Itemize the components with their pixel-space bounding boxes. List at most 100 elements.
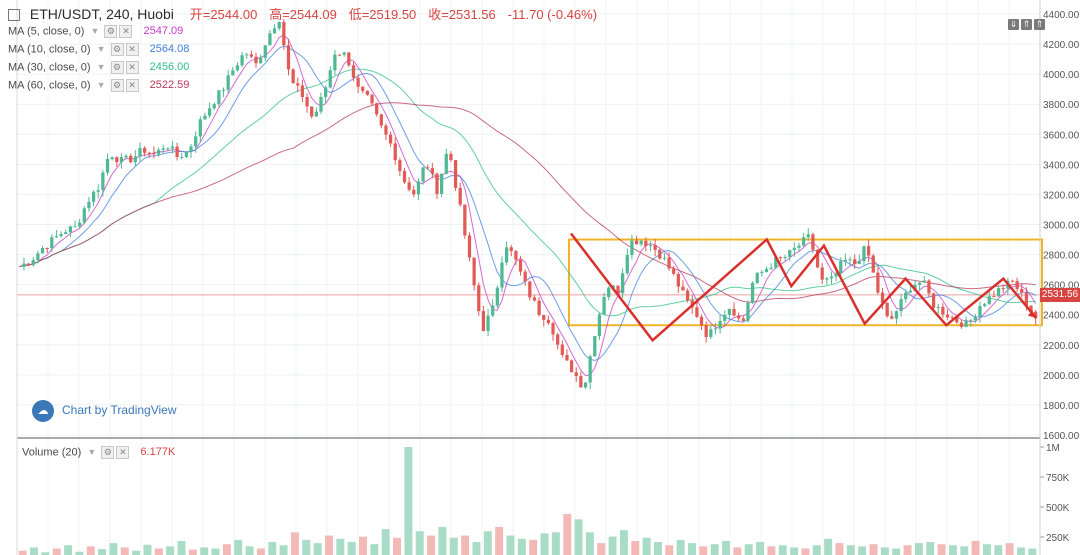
volume-bar [880, 547, 889, 555]
settings-icon[interactable]: ⚙ [110, 43, 124, 56]
price-tick-label: 2400.00 [1043, 311, 1080, 322]
candles [22, 19, 1038, 390]
indicator-ma30[interactable]: MA (30, close, 0) ▼ ⚙ ✕ 2456.00 [8, 61, 189, 74]
collapse-icon[interactable] [8, 9, 20, 22]
scroll-end-icon[interactable]: ⇑ [1034, 19, 1045, 30]
dropdown-icon[interactable]: ▼ [87, 447, 97, 458]
candle-body [398, 160, 402, 172]
candle-body [64, 232, 68, 235]
volume-bar [461, 535, 470, 555]
volume-bar [268, 542, 277, 555]
candle-body [658, 249, 662, 259]
candle-body [695, 307, 699, 317]
candle-body [115, 157, 119, 163]
volume-legend[interactable]: Volume (20) ▼ ⚙ ✕ 6.177K [22, 446, 175, 459]
volume-bar [302, 539, 311, 555]
candle-body [421, 167, 425, 182]
volume-bar [597, 543, 606, 555]
indicator-label[interactable]: MA (10, close, 0) [8, 43, 91, 56]
candle-body [375, 103, 379, 115]
indicator-label[interactable]: MA (5, close, 0) [8, 25, 85, 38]
candle-body [857, 261, 861, 265]
candle-body [964, 320, 968, 327]
candle-body [1020, 289, 1024, 293]
candle-body [254, 56, 258, 64]
candle-body [894, 311, 899, 319]
dropdown-icon[interactable]: ▼ [96, 80, 106, 91]
volume-axis[interactable]: 1M 750K 500K 250K [1040, 443, 1070, 544]
settings-icon[interactable]: ⚙ [110, 61, 124, 74]
candle-body [792, 247, 796, 251]
price-tick-label: 3400.00 [1043, 160, 1080, 171]
candle-body [588, 356, 592, 383]
candle-body [73, 226, 77, 228]
volume-bar [529, 539, 538, 555]
tradingview-branding[interactable]: ☁ Chart by TradingView [32, 400, 177, 422]
candle-body [885, 302, 889, 317]
candle-body [644, 240, 648, 246]
price-tick-label: 4200.00 [1043, 40, 1080, 51]
dropdown-icon[interactable]: ▼ [90, 26, 100, 37]
volume-bar [495, 526, 504, 555]
candle-body [440, 173, 444, 194]
indicator-value: 2522.59 [149, 79, 190, 92]
ma-line [19, 102, 1036, 303]
volume-bar [982, 544, 991, 555]
volume-bar [211, 548, 220, 555]
volume-bar [347, 542, 356, 555]
volume-bar [30, 547, 38, 555]
scroll-down-icon[interactable]: ⇓ [1008, 19, 1019, 30]
indicator-label[interactable]: MA (60, close, 0) [8, 79, 91, 92]
scroll-buttons[interactable]: ⇓ ⇑ ⇑ [1006, 14, 1045, 32]
volume-bar [744, 544, 753, 555]
candle-body [802, 237, 806, 246]
volume-bar [1028, 548, 1037, 555]
indicator-label[interactable]: MA (30, close, 0) [8, 61, 91, 74]
candle-body [384, 125, 388, 135]
candle-body [546, 319, 551, 324]
candle-body [110, 157, 114, 160]
volume-bar [415, 531, 424, 555]
volume-bar [64, 545, 73, 555]
settings-icon[interactable]: ⚙ [101, 446, 115, 459]
price-axis[interactable]: 4400.00 4200.00 4000.00 3800.00 3600.00 3400.… [1043, 10, 1080, 442]
candle-body [523, 271, 527, 282]
close-icon[interactable]: ✕ [125, 79, 139, 92]
close-icon[interactable]: ✕ [119, 25, 133, 38]
low-value: 低=2519.50 [348, 7, 417, 22]
candle-body [175, 146, 179, 157]
volume-bar [846, 545, 855, 555]
candle-body [537, 300, 541, 315]
candle-body [166, 148, 170, 150]
candle-body [653, 245, 657, 250]
volume-value: 6.177K [140, 446, 176, 459]
candle-body [918, 282, 922, 285]
volume-tick-label: 500K [1046, 503, 1070, 514]
candle-body [444, 153, 448, 174]
candle-body [26, 263, 31, 266]
settings-icon[interactable]: ⚙ [110, 79, 124, 92]
candle-body [272, 28, 277, 34]
volume-bar [506, 535, 515, 555]
candle-body [152, 153, 156, 155]
candle-body [899, 299, 903, 312]
indicator-ma60[interactable]: MA (60, close, 0) ▼ ⚙ ✕ 2522.59 [8, 79, 189, 92]
close-icon[interactable]: ✕ [125, 43, 139, 56]
indicator-ma10[interactable]: MA (10, close, 0) ▼ ⚙ ✕ 2564.08 [8, 43, 189, 56]
indicator-ma5[interactable]: MA (5, close, 0) ▼ ⚙ ✕ 2547.09 [8, 25, 183, 38]
volume-label[interactable]: Volume (20) [22, 446, 82, 459]
settings-icon[interactable]: ⚙ [104, 25, 118, 38]
symbol-title[interactable]: ETH/USDT, 240, Huobi [29, 6, 174, 22]
volume-bar [359, 536, 367, 555]
volume-bar [86, 546, 95, 555]
dropdown-icon[interactable]: ▼ [96, 44, 106, 55]
close-icon[interactable]: ✕ [116, 446, 130, 459]
price-tick-label: 4000.00 [1043, 70, 1080, 81]
close-icon[interactable]: ✕ [125, 61, 139, 74]
candle-body [760, 271, 764, 273]
volume-bar [143, 544, 152, 555]
scroll-up-icon[interactable]: ⇑ [1021, 19, 1032, 30]
branding-text[interactable]: Chart by TradingView [62, 403, 177, 418]
dropdown-icon[interactable]: ▼ [96, 62, 106, 73]
